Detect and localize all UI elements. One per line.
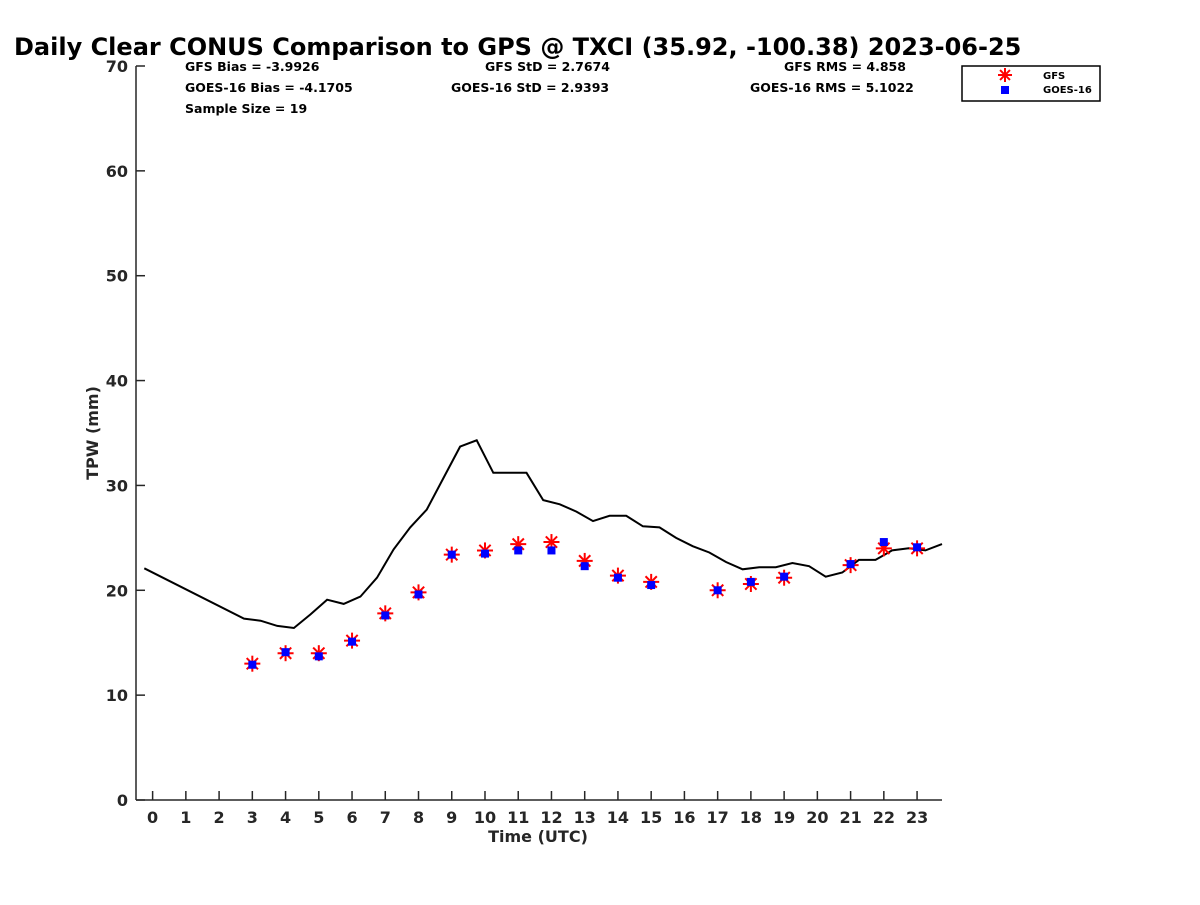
x-tick-label: 7	[380, 808, 391, 827]
goes-series	[248, 538, 922, 669]
stats-block: GFS Bias = -3.9926 GOES-16 Bias = -4.170…	[185, 59, 914, 116]
x-tick-label: 3	[247, 808, 258, 827]
goes-point	[913, 543, 922, 552]
goes-point	[846, 560, 855, 569]
legend-gfs-asterisk	[998, 68, 1012, 82]
x-tick-label: 16	[673, 808, 695, 827]
y-tick-label: 50	[106, 267, 128, 286]
x-tick-label: 19	[773, 808, 795, 827]
y-tick-label: 10	[106, 686, 128, 705]
x-tick-label: 23	[906, 808, 928, 827]
x-axis-label: Time (UTC)	[488, 827, 588, 846]
y-tick-label: 70	[106, 57, 128, 76]
x-tick-label: 9	[446, 808, 457, 827]
gfs-bias-text: GFS Bias = -3.9926	[185, 59, 320, 74]
goes-point	[381, 611, 390, 620]
x-tick-label: 4	[280, 808, 291, 827]
y-tick-label: 0	[117, 791, 128, 810]
x-tick-label: 13	[574, 808, 596, 827]
goes-rms-text: GOES-16 RMS = 5.1022	[750, 80, 914, 95]
goes-point	[414, 590, 423, 599]
x-tick-label: 15	[640, 808, 662, 827]
goes-point	[348, 637, 357, 646]
x-tick-label: 17	[707, 808, 729, 827]
goes-point	[514, 546, 523, 555]
x-tick-label: 0	[147, 808, 158, 827]
goes-point	[314, 652, 323, 661]
y-axis-label: TPW (mm)	[83, 386, 102, 480]
goes-point	[746, 577, 755, 586]
gps-reference-line	[143, 439, 943, 630]
goes-point	[713, 586, 722, 595]
gfs-std-text: GFS StD = 2.7674	[485, 59, 610, 74]
legend: GFS GOES-16	[961, 65, 1101, 102]
legend-box	[961, 65, 1101, 102]
reference-line-layer	[143, 439, 943, 630]
x-tick-label: 20	[806, 808, 828, 827]
chart-title: Daily Clear CONUS Comparison to GPS @ TX…	[14, 33, 1021, 61]
legend-goes-label: GOES-16	[1043, 85, 1092, 96]
goes-point	[281, 648, 290, 657]
x-tick-label: 8	[413, 808, 424, 827]
x-tick-label: 12	[540, 808, 562, 827]
x-tick-label: 6	[346, 808, 357, 827]
x-tick-label: 10	[474, 808, 496, 827]
x-tick-label: 14	[607, 808, 629, 827]
x-tick-label: 5	[313, 808, 324, 827]
goes-point	[547, 546, 556, 555]
goes-bias-text: GOES-16 Bias = -4.1705	[185, 80, 353, 95]
goes-point	[780, 572, 789, 581]
x-tick-label: 11	[507, 808, 529, 827]
goes-point	[480, 549, 489, 558]
legend-gfs-label: GFS	[1043, 71, 1065, 82]
gfs-rms-text: GFS RMS = 4.858	[784, 59, 906, 74]
legend-goes-marker	[1001, 86, 1009, 94]
x-tick-label: 1	[180, 808, 191, 827]
legend-gfs-marker	[998, 68, 1012, 82]
goes-point	[613, 573, 622, 582]
goes-point	[647, 581, 656, 590]
goes-std-text: GOES-16 StD = 2.9393	[451, 80, 609, 95]
x-tick-label: 2	[214, 808, 225, 827]
y-tick-label: 20	[106, 581, 128, 600]
y-tick-label: 30	[106, 476, 128, 495]
x-tick-label: 21	[839, 808, 861, 827]
sample-size-text: Sample Size = 19	[185, 101, 307, 116]
goes-point	[580, 562, 589, 571]
y-tick-label: 60	[106, 162, 128, 181]
goes-point	[248, 660, 257, 669]
goes-point	[447, 550, 456, 559]
x-tick-label: 22	[873, 808, 895, 827]
y-tick-label: 40	[106, 372, 128, 391]
x-tick-label: 18	[740, 808, 762, 827]
goes-point	[879, 538, 888, 547]
